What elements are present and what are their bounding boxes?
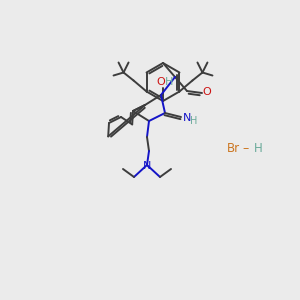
Text: O: O [202, 87, 211, 97]
Text: H: H [165, 77, 173, 87]
Text: O: O [157, 77, 165, 87]
Text: –: – [239, 142, 253, 154]
Text: Br: Br [226, 142, 240, 154]
Text: H: H [190, 116, 198, 126]
Text: N: N [183, 113, 191, 123]
Text: H: H [254, 142, 262, 154]
Text: N: N [143, 161, 151, 171]
